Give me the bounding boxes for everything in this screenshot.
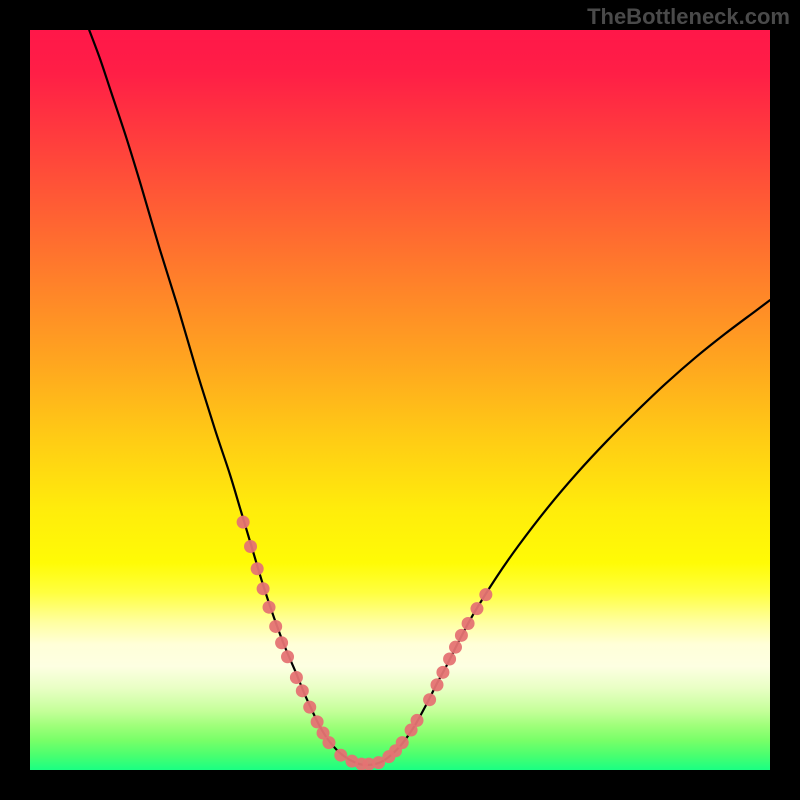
marker-dot — [443, 653, 456, 666]
marker-dot — [449, 641, 462, 654]
marker-dot — [436, 666, 449, 679]
marker-dot — [269, 620, 282, 633]
watermark-text: TheBottleneck.com — [587, 4, 790, 30]
marker-dot — [462, 617, 475, 630]
marker-dot — [257, 582, 270, 595]
marker-dot — [423, 693, 436, 706]
marker-dot — [311, 715, 324, 728]
plot-svg — [30, 30, 770, 770]
marker-dot — [470, 602, 483, 615]
marker-dot — [237, 516, 250, 529]
marker-dot — [334, 749, 347, 762]
marker-dot — [275, 636, 288, 649]
marker-dot — [479, 588, 492, 601]
marker-dot — [263, 601, 276, 614]
marker-dot — [396, 736, 409, 749]
marker-dot — [244, 540, 257, 553]
gradient-background — [30, 30, 770, 770]
marker-dot — [303, 701, 316, 714]
marker-dot — [322, 736, 335, 749]
marker-dot — [251, 562, 264, 575]
marker-dot — [296, 684, 309, 697]
marker-dot — [411, 714, 424, 727]
marker-dot — [281, 650, 294, 663]
plot-area — [30, 30, 770, 770]
chart-container: TheBottleneck.com — [0, 0, 800, 800]
marker-dot — [431, 678, 444, 691]
marker-dot — [290, 671, 303, 684]
marker-dot — [455, 629, 468, 642]
